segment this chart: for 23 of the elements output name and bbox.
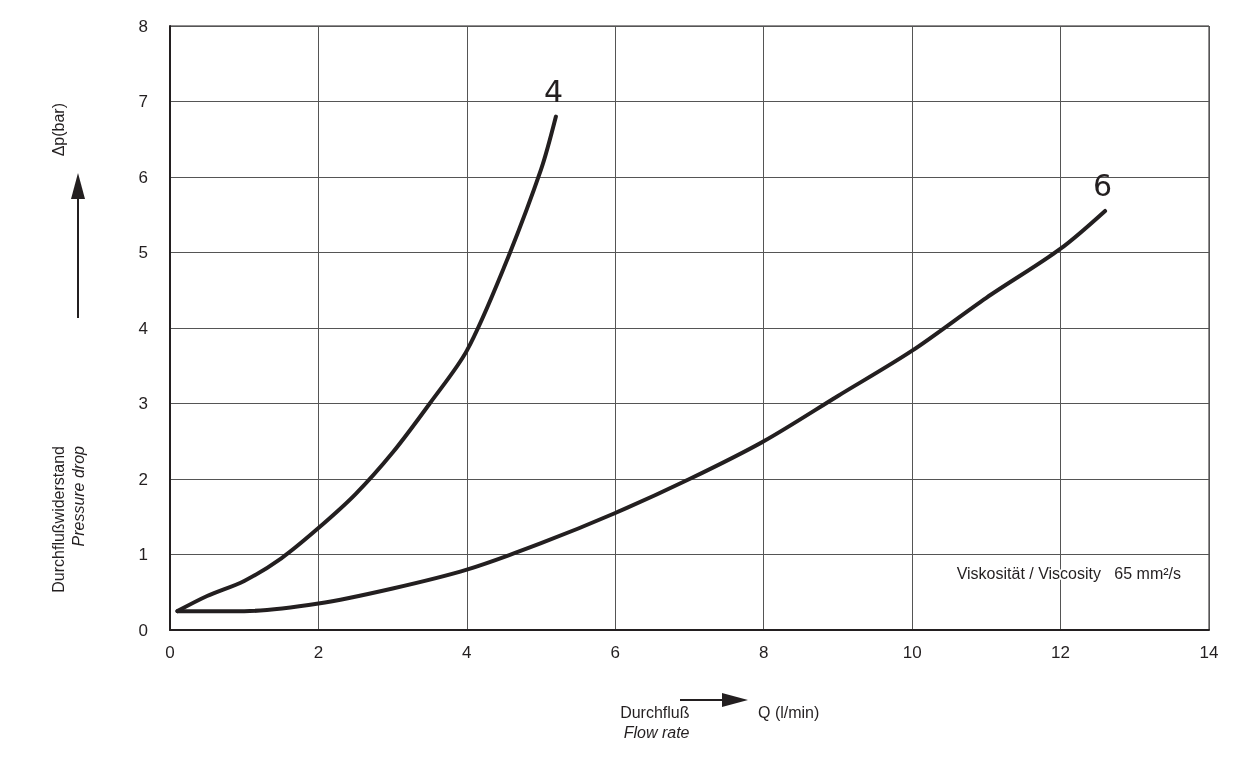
series-label: 6 bbox=[1093, 168, 1113, 204]
y-tick-label: 6 bbox=[138, 167, 148, 187]
series-label: 4 bbox=[543, 74, 564, 110]
x-tick-label: 14 bbox=[1199, 643, 1219, 662]
y-tick-label: 5 bbox=[138, 243, 148, 262]
text: Δp(bar) bbox=[49, 102, 67, 157]
x-tick-label: 10 bbox=[902, 643, 922, 662]
y-axis-title: Durchflußwiderstand Pressure drop bbox=[49, 445, 87, 593]
y-tick-label: 4 bbox=[138, 318, 148, 338]
x-tick-label: 12 bbox=[1051, 643, 1071, 662]
x-tick-label: 0 bbox=[165, 643, 175, 662]
x-tick-label: 6 bbox=[610, 643, 621, 662]
y-tick-label: 8 bbox=[138, 16, 148, 36]
y-tick-label: 2 bbox=[138, 469, 148, 489]
x-tick-label: 2 bbox=[313, 643, 324, 662]
x-tick-label: 4 bbox=[462, 643, 472, 662]
y-tick-label: 1 bbox=[138, 545, 148, 564]
y-tick-label: 7 bbox=[138, 92, 148, 111]
x-tick-label: 8 bbox=[758, 643, 769, 662]
text: Q (l/min) bbox=[758, 703, 820, 721]
x-axis-title: Durchfluß Flow rate bbox=[620, 703, 690, 741]
y-tick-label: 0 bbox=[138, 620, 148, 640]
y-tick-label: 3 bbox=[138, 394, 148, 413]
